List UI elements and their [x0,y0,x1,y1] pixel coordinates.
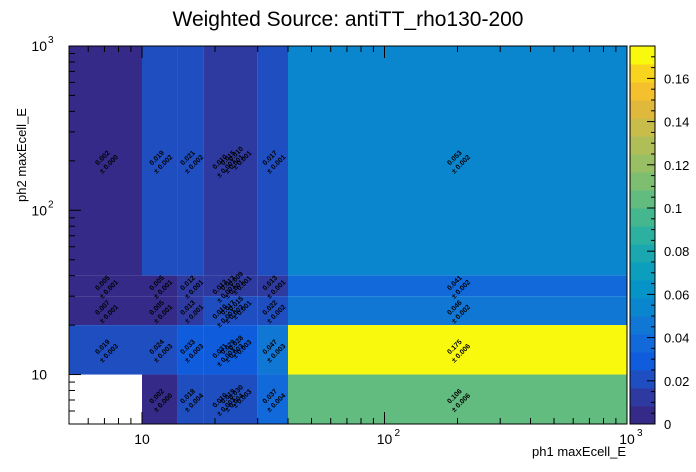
colorbar-swatch [630,244,655,263]
x-tick-exponent: 3 [637,428,643,439]
colorbar-swatch [630,388,655,407]
chart-title: Weighted Source: antiTT_rho130-200 [173,8,524,31]
colorbar-swatch [630,154,655,173]
colorbar-tick-label: 0.04 [664,331,689,346]
colorbar-tick-label: 0.16 [664,71,689,86]
heatmap-cell [69,296,142,326]
heatmap-cell [177,374,204,424]
x-tick-label: 10 [619,431,635,447]
heatmap-cell [287,46,627,276]
heatmap-cell [257,325,288,375]
heatmap-cell [203,46,258,276]
y-axis-title: ph2 maxEcell_E [14,108,29,202]
heatmap-cell [177,46,204,276]
heatmap-cell [69,275,142,297]
colorbar-tick-label: 0.06 [664,287,689,302]
heatmap-cell [69,325,142,375]
colorbar-tick-label: 0 [664,417,671,432]
heatmap-cell [203,325,258,375]
heatmap-cell [177,296,204,326]
heatmap-cell [287,296,627,326]
colorbar-tick-label: 0.08 [664,244,689,259]
colorbar-swatch [630,46,655,65]
colorbar-swatch [630,226,655,245]
heatmap-cell [203,374,258,424]
colorbar-swatch [630,262,655,281]
colorbar-swatch [630,316,655,335]
colorbar-swatch [630,406,655,425]
colorbar-tick-label: 0.1 [664,201,682,216]
colorbar-swatch [630,136,655,155]
y-tick-label: 10 [31,202,47,218]
heatmap-cell [257,296,288,326]
color-scale-bar: 0 0.02 0.04 0.06 0.08 0.1 0.12 0.14 0.16 [629,45,689,432]
colorbar-swatch [630,118,655,137]
colorbar-swatch [630,352,655,371]
y-tick-exponent: 3 [48,35,54,46]
colorbar-swatch [630,64,655,83]
heatmap-cell [203,296,258,326]
heatmap-cell [141,275,178,297]
colorbar-swatch [630,82,655,101]
heatmap-cell [177,325,204,375]
heatmap-cell [141,325,178,375]
y-tick-exponent: 2 [48,199,54,210]
heatmap-cell [141,374,178,424]
x-tick-exponent: 2 [394,428,400,439]
colorbar-frame [629,45,656,425]
colorbar-tick-label: 0.02 [664,374,689,389]
heatmap-cell [287,275,627,297]
colorbar-swatch [630,370,655,389]
colorbar-swatch [630,172,655,191]
colorbar-swatch [630,100,655,119]
heatmap-cells [69,46,627,424]
colorbar-swatch [630,298,655,317]
colorbar-swatch [630,208,655,227]
colorbar-tick-label: 0.14 [664,115,689,130]
heatmap-cell [257,46,288,276]
heatmap-cell [257,374,288,424]
x-axis: 10 10 2 10 3 [68,46,643,447]
heatmap-cell [141,296,178,326]
colorbar-tick-label: 0.12 [664,158,689,173]
y-tick-label: 10 [31,367,47,383]
heatmap-cell [257,275,288,297]
heatmap-cell [287,325,627,375]
x-tick-label: 10 [134,431,150,447]
colorbar-swatch [630,280,655,299]
x-tick-label: 10 [377,431,393,447]
colorbar-swatch [630,334,655,353]
heatmap-cell [287,374,627,424]
x-axis-title: ph1 maxEcell_E [532,444,626,459]
heatmap-cell [69,46,142,276]
heatmap-cell [177,275,204,297]
plot-frame [68,45,628,425]
colorbar-swatch [630,190,655,209]
heatmap-cell [141,46,178,276]
y-tick-label: 10 [31,38,47,54]
heatmap-cell [203,275,258,297]
